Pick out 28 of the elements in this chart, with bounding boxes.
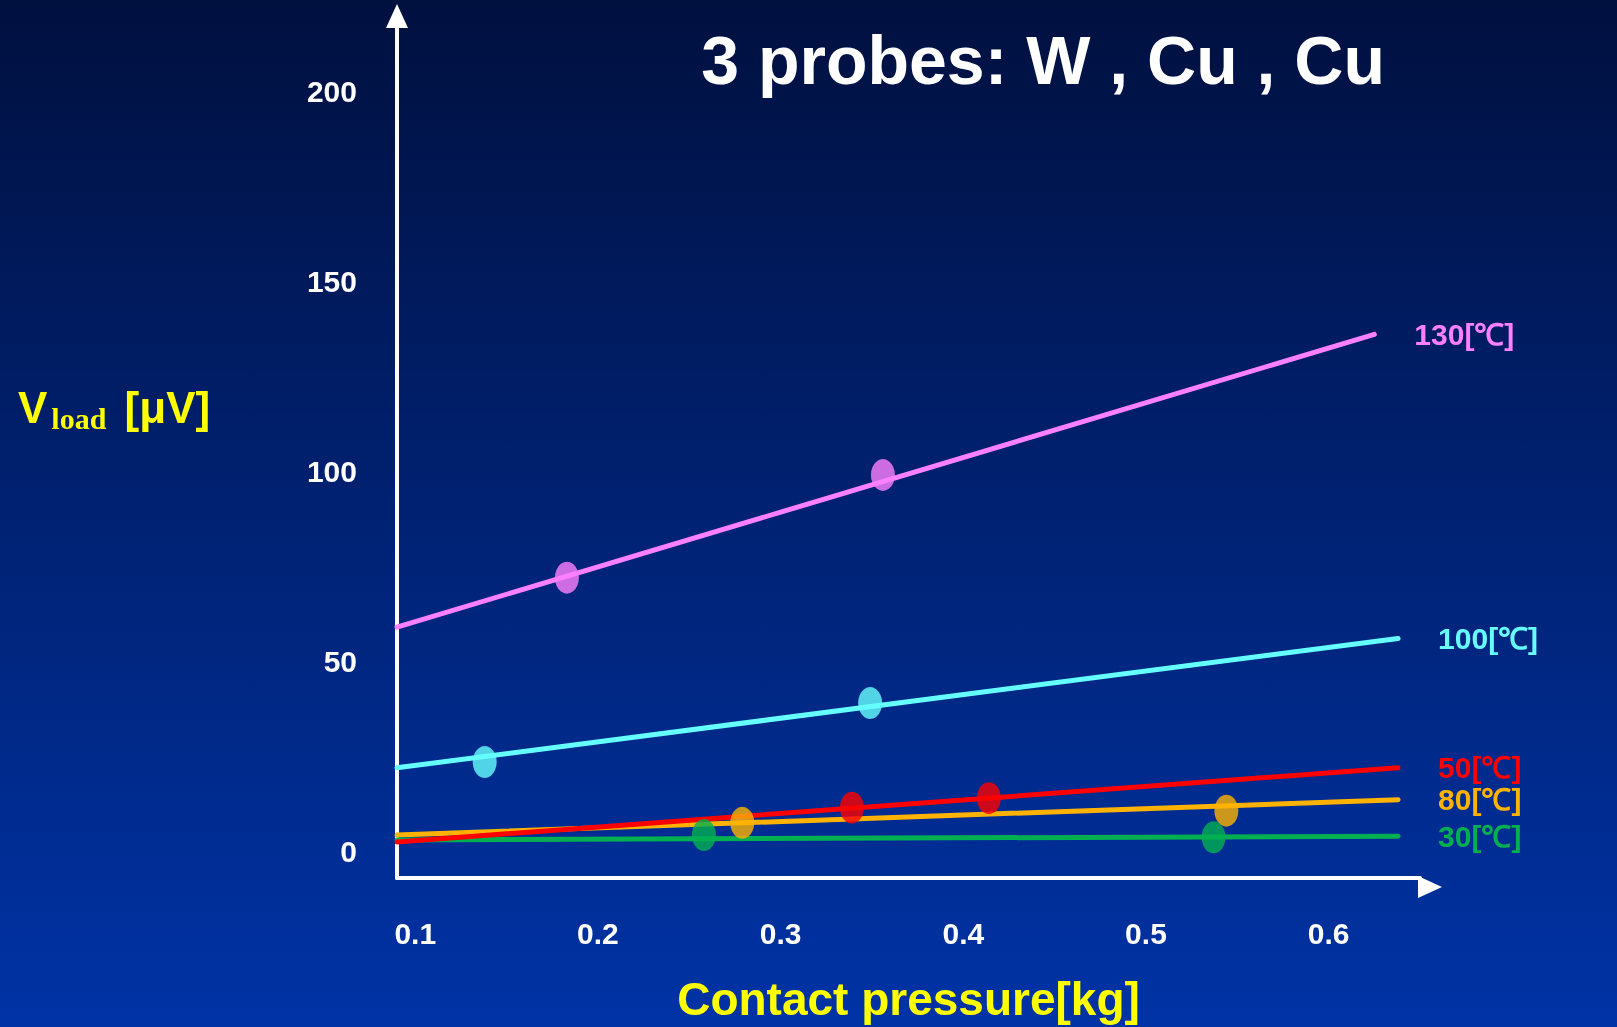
series-label: 30[℃]: [1438, 819, 1522, 853]
y-tick-label: 100: [306, 454, 357, 488]
x-tick-label: 0.3: [759, 916, 802, 950]
point: [976, 782, 1001, 815]
point: [554, 561, 579, 594]
series-label: 100[℃]: [1438, 621, 1539, 655]
point: [730, 806, 755, 839]
x-tick-label: 0.6: [1307, 916, 1350, 950]
point: [1214, 794, 1239, 827]
point: [839, 791, 864, 824]
point: [691, 819, 716, 852]
x-tick-label: 0.1: [394, 916, 437, 950]
point: [858, 687, 883, 720]
x-axis-title: Contact pressure[kg]: [677, 973, 1140, 1025]
series-label: 130[℃]: [1414, 317, 1515, 351]
series-label: 50[℃]: [1438, 751, 1522, 785]
point: [870, 459, 895, 491]
y-tick-label: 50: [323, 644, 357, 678]
point: [472, 746, 497, 779]
y-tick-label: 0: [340, 834, 357, 868]
y-tick-label: 150: [306, 264, 357, 298]
x-tick-label: 0.4: [942, 916, 985, 950]
x-tick-label: 0.5: [1125, 916, 1167, 950]
point: [1201, 821, 1226, 854]
x-tick-label: 0.2: [577, 916, 619, 950]
series-label: 80[℃]: [1438, 783, 1522, 817]
y-tick-label: 200: [306, 74, 357, 108]
chart-title: 3 probes: W , Cu , Cu: [701, 22, 1386, 98]
